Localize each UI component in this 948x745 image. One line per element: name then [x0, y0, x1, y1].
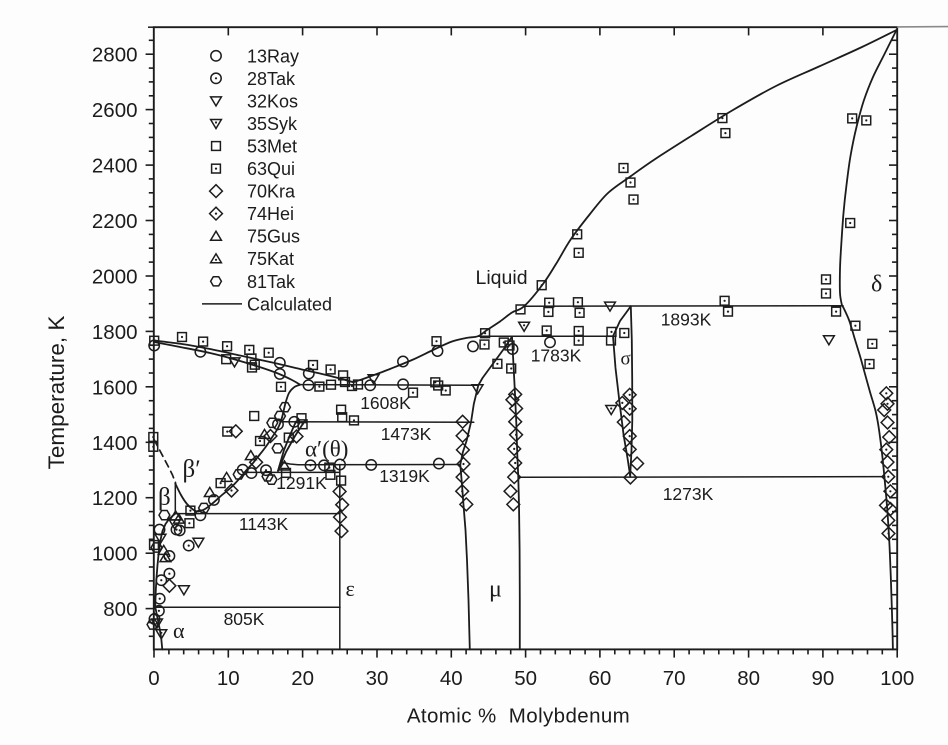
- svg-text:σ: σ: [621, 349, 631, 370]
- svg-text:35Syk: 35Syk: [247, 114, 298, 134]
- svg-text:1200: 1200: [92, 487, 138, 510]
- svg-text:1291K: 1291K: [276, 473, 327, 493]
- svg-text:75Kat: 75Kat: [247, 249, 294, 269]
- svg-text:70: 70: [663, 667, 686, 690]
- svg-text:1400: 1400: [92, 432, 138, 455]
- svg-text:0: 0: [148, 667, 159, 690]
- svg-text:1893K: 1893K: [661, 310, 712, 330]
- svg-text:α: α: [173, 618, 185, 643]
- svg-text:50: 50: [514, 667, 537, 690]
- svg-text:10: 10: [217, 667, 240, 690]
- svg-text:32Kos: 32Kos: [247, 91, 298, 111]
- svg-text:α′(θ): α′(θ): [305, 437, 348, 462]
- svg-text:Calculated: Calculated: [247, 294, 332, 314]
- svg-text:60: 60: [588, 667, 611, 690]
- svg-text:30: 30: [366, 667, 389, 690]
- svg-text:90: 90: [811, 667, 834, 690]
- svg-text:2400: 2400: [92, 155, 138, 178]
- svg-text:1143K: 1143K: [239, 514, 289, 534]
- svg-text:1800: 1800: [92, 321, 138, 344]
- svg-text:1319K: 1319K: [379, 466, 430, 486]
- svg-text:2000: 2000: [92, 266, 138, 289]
- svg-text:13Ray: 13Ray: [247, 46, 299, 66]
- svg-text:40: 40: [440, 667, 463, 690]
- svg-text:2800: 2800: [92, 44, 138, 67]
- svg-text:805K: 805K: [224, 609, 265, 629]
- svg-text:75Gus: 75Gus: [247, 227, 300, 247]
- svg-text:2200: 2200: [92, 210, 138, 233]
- svg-text:β′: β′: [183, 456, 201, 483]
- svg-text:20: 20: [291, 667, 314, 690]
- svg-text:Atomic % Molybdenum: Atomic % Molybdenum: [407, 705, 630, 728]
- svg-text:80: 80: [737, 667, 760, 690]
- svg-text:μ: μ: [489, 577, 502, 603]
- svg-text:63Qui: 63Qui: [247, 159, 295, 179]
- svg-text:Liquid: Liquid: [476, 267, 528, 289]
- svg-text:2600: 2600: [92, 99, 138, 122]
- svg-text:1473K: 1473K: [381, 424, 432, 444]
- svg-text:1783K: 1783K: [531, 346, 582, 366]
- svg-text:1600: 1600: [92, 376, 138, 399]
- svg-text:800: 800: [103, 598, 137, 621]
- svg-text:Temperature, K: Temperature, K: [44, 316, 69, 470]
- svg-text:70Kra: 70Kra: [247, 182, 296, 202]
- svg-text:1000: 1000: [92, 543, 138, 566]
- svg-text:28Tak: 28Tak: [247, 69, 296, 89]
- svg-text:1273K: 1273K: [663, 484, 714, 504]
- svg-text:53Met: 53Met: [247, 137, 297, 157]
- svg-text:δ: δ: [871, 272, 882, 298]
- svg-text:100: 100: [880, 667, 914, 690]
- svg-text:β: β: [158, 484, 171, 511]
- svg-text:74Hei: 74Hei: [247, 204, 294, 224]
- svg-text:81Tak: 81Tak: [247, 272, 296, 292]
- svg-text:1608K: 1608K: [360, 393, 411, 413]
- svg-text:ε: ε: [346, 576, 355, 601]
